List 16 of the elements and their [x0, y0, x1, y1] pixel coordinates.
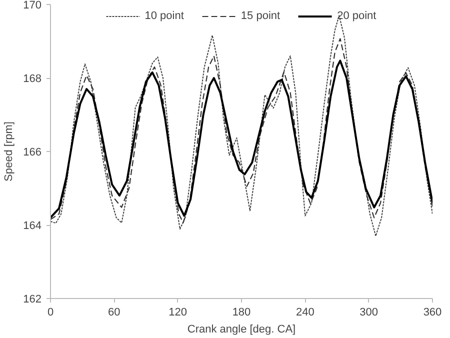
x-tick-label: 360 — [423, 306, 442, 318]
y-tick-label: 170 — [23, 0, 42, 12]
legend-label: 10 point — [144, 10, 184, 22]
x-tick-label: 0 — [47, 306, 54, 318]
legend-label: 15 point — [240, 10, 280, 22]
y-tick-label: 162 — [23, 294, 42, 306]
x-tick-label: 300 — [360, 306, 378, 318]
y-axis-title: Speed [rpm] — [3, 122, 16, 182]
x-tick-label: 240 — [296, 306, 314, 318]
x-axis-title: Crank angle [deg. CA] — [187, 324, 296, 336]
y-tick-label: 164 — [23, 220, 42, 232]
x-tick-label: 120 — [168, 306, 188, 318]
y-tick-label: 166 — [23, 146, 42, 158]
x-tick-label: 60 — [108, 306, 120, 318]
y-tick-label: 168 — [23, 73, 42, 85]
x-tick-label: 180 — [232, 306, 251, 318]
